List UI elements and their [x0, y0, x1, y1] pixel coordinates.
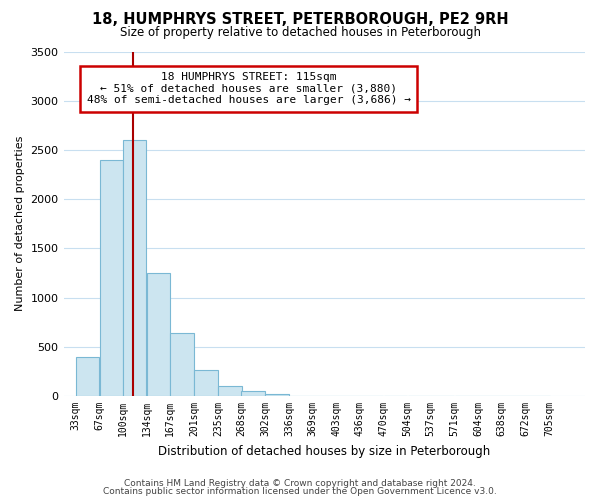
Bar [170, 333, 194, 396]
Text: Contains HM Land Registry data © Crown copyright and database right 2024.: Contains HM Land Registry data © Crown c… [124, 478, 476, 488]
Bar [76, 356, 99, 396]
X-axis label: Distribution of detached houses by size in Peterborough: Distribution of detached houses by size … [158, 444, 490, 458]
Bar [218, 386, 242, 396]
Bar [147, 273, 170, 396]
Bar [265, 394, 289, 396]
Text: 18 HUMPHRYS STREET: 115sqm
← 51% of detached houses are smaller (3,880)
48% of s: 18 HUMPHRYS STREET: 115sqm ← 51% of deta… [86, 72, 410, 106]
Bar [123, 140, 146, 396]
Bar [100, 160, 123, 396]
Bar [194, 370, 218, 396]
Text: Contains public sector information licensed under the Open Government Licence v3: Contains public sector information licen… [103, 487, 497, 496]
Text: Size of property relative to detached houses in Peterborough: Size of property relative to detached ho… [119, 26, 481, 39]
Y-axis label: Number of detached properties: Number of detached properties [15, 136, 25, 312]
Bar [241, 391, 265, 396]
Text: 18, HUMPHRYS STREET, PETERBOROUGH, PE2 9RH: 18, HUMPHRYS STREET, PETERBOROUGH, PE2 9… [92, 12, 508, 28]
